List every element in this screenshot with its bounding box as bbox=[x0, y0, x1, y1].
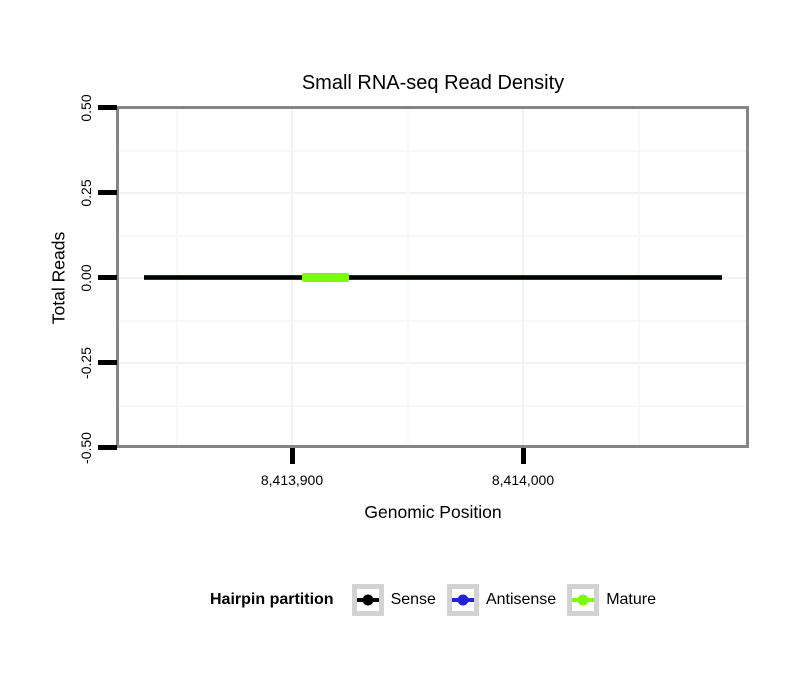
y-axis-title: Total Reads bbox=[48, 231, 69, 325]
y-tick bbox=[98, 360, 117, 365]
gridline-minor-h bbox=[119, 320, 746, 322]
y-tick-label: -0.50 bbox=[78, 432, 94, 464]
sense-coverage-line bbox=[144, 275, 722, 280]
x-tick bbox=[521, 448, 526, 464]
x-axis-title: Genomic Position bbox=[364, 502, 502, 522]
y-tick-label: 0.50 bbox=[78, 94, 94, 122]
mature-key-icon bbox=[567, 584, 600, 616]
plot-area bbox=[119, 109, 746, 445]
y-tick bbox=[98, 105, 117, 110]
legend-label-antisense: Antisense bbox=[485, 591, 557, 608]
x-tick-label: 8,413,900 bbox=[260, 472, 324, 488]
gridline-major-h bbox=[119, 192, 746, 194]
mature-dot-glyph bbox=[577, 594, 589, 606]
y-tick bbox=[98, 275, 117, 280]
legend-entry-sense: Sense bbox=[351, 584, 436, 616]
y-tick-label: 0.00 bbox=[78, 264, 94, 292]
legend-entry-antisense: Antisense bbox=[446, 584, 557, 616]
legend: Hairpin partition Sense Antisense Mature bbox=[56, 582, 810, 618]
x-tick bbox=[290, 448, 295, 464]
legend-label-mature: Mature bbox=[606, 591, 656, 608]
gridline-minor-h bbox=[119, 235, 746, 237]
antisense-key-icon bbox=[446, 584, 479, 616]
y-tick bbox=[98, 190, 117, 195]
y-tick-label: 0.25 bbox=[78, 179, 94, 207]
mature-mirna-segment bbox=[302, 273, 349, 282]
plot-panel bbox=[116, 106, 749, 448]
legend-label-sense: Sense bbox=[390, 591, 436, 608]
y-tick bbox=[98, 445, 117, 450]
legend-entry-mature: Mature bbox=[567, 584, 656, 616]
gridline-major-h bbox=[119, 362, 746, 364]
x-tick-label: 8,414,000 bbox=[491, 472, 555, 488]
gridline-minor-h bbox=[119, 150, 746, 152]
y-tick-label: -0.25 bbox=[78, 347, 94, 379]
legend-title: Hairpin partition bbox=[210, 591, 334, 608]
sense-dot-glyph bbox=[362, 594, 374, 606]
chart-title: Small RNA-seq Read Density bbox=[301, 72, 565, 94]
antisense-dot-glyph bbox=[457, 594, 469, 606]
sense-key-icon bbox=[351, 584, 384, 616]
gridline-minor-h bbox=[119, 405, 746, 407]
